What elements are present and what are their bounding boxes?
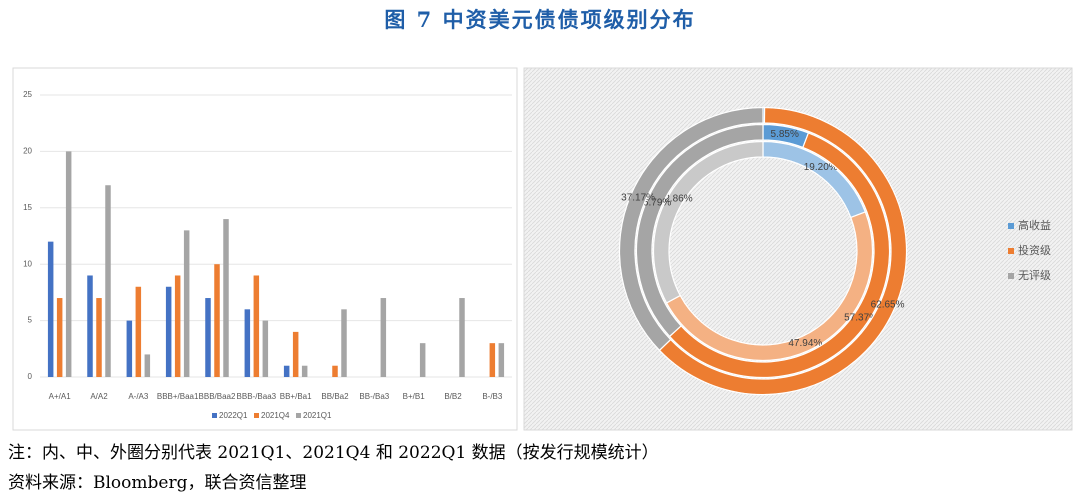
legend-label: 投资级 bbox=[1018, 243, 1051, 257]
bar bbox=[174, 275, 181, 377]
x-tick-label: BB-/Ba3 bbox=[359, 392, 389, 401]
bar bbox=[223, 219, 229, 377]
legend-label: 2021Q1 bbox=[303, 411, 332, 420]
x-tick-label: A+/A1 bbox=[49, 392, 72, 401]
data-label: 0.18% bbox=[750, 110, 778, 121]
bar bbox=[65, 151, 72, 377]
y-tick-label: 5 bbox=[28, 316, 33, 325]
data-label: 62.65% bbox=[871, 300, 905, 311]
bar bbox=[380, 298, 387, 377]
legend-label: 高收益 bbox=[1018, 218, 1051, 232]
doughnut-segment bbox=[635, 123, 764, 338]
data-label: 37.17% bbox=[621, 192, 655, 203]
legend-swatch bbox=[254, 413, 259, 418]
x-tick-label: BBB-/Baa3 bbox=[237, 392, 277, 401]
x-tick-label: B-/B3 bbox=[482, 392, 503, 401]
bar bbox=[144, 354, 151, 377]
doughnut-segment bbox=[652, 140, 764, 304]
x-tick-label: A/A2 bbox=[90, 392, 108, 401]
bar bbox=[262, 320, 269, 377]
bar bbox=[87, 275, 93, 377]
y-tick-label: 10 bbox=[23, 259, 32, 268]
y-tick-label: 0 bbox=[28, 372, 33, 381]
bar bbox=[126, 320, 133, 377]
charts: 0 5 10 15 20 25 A+/A1 A/A2 A-/A3 BBB+/Baa1 BBB/Baa… bbox=[12, 67, 1073, 431]
bar bbox=[459, 298, 465, 377]
bar bbox=[489, 343, 496, 377]
bar bbox=[56, 298, 63, 377]
figure-title: 图 7 中资美元债债项级别分布 bbox=[384, 7, 696, 32]
bar bbox=[292, 331, 299, 377]
legend-swatch bbox=[212, 413, 217, 418]
data-label: 19.20% bbox=[804, 162, 838, 173]
legend-label: 无评级 bbox=[1018, 269, 1051, 282]
legend-swatch bbox=[1008, 273, 1014, 279]
bar bbox=[341, 309, 347, 377]
legend-label: 2022Q1 bbox=[219, 411, 248, 420]
bar bbox=[214, 264, 220, 377]
bar bbox=[47, 241, 54, 377]
x-tick-label: BB/Ba2 bbox=[321, 392, 349, 401]
legend-swatch bbox=[1008, 248, 1014, 254]
x-tick-label: B+/B1 bbox=[403, 392, 426, 401]
legend-label: 2021Q4 bbox=[261, 411, 290, 420]
bar bbox=[283, 365, 290, 377]
bar bbox=[205, 298, 211, 377]
data-label: 32.86% bbox=[659, 193, 693, 204]
bar bbox=[419, 343, 426, 377]
note: 注：内、中、外圈分别代表 2021Q1、2021Q4 和 2022Q1 数据（按… bbox=[8, 443, 659, 463]
bar bbox=[183, 230, 190, 377]
data-label: 36.79% bbox=[637, 198, 671, 209]
doughnut-segment bbox=[618, 106, 764, 352]
data-label: 57.37% bbox=[844, 313, 878, 324]
y-tick-label: 20 bbox=[23, 147, 32, 156]
bar bbox=[253, 275, 260, 377]
data-label: 5.85% bbox=[771, 129, 799, 140]
data-label: 47.94% bbox=[788, 338, 822, 349]
y-tick-label: 15 bbox=[23, 203, 32, 212]
bar bbox=[165, 286, 172, 377]
y-tick-label: 25 bbox=[23, 90, 32, 99]
bar bbox=[301, 365, 308, 377]
x-tick-label: BBB+/Baa1 bbox=[157, 392, 199, 401]
legend-swatch bbox=[296, 413, 301, 418]
bar bbox=[332, 365, 338, 377]
bar bbox=[105, 185, 111, 377]
bar bbox=[96, 298, 102, 377]
legend-swatch bbox=[1008, 223, 1014, 229]
source: 资料来源：Bloomberg，联合资信整理 bbox=[8, 473, 307, 493]
bar bbox=[135, 286, 142, 377]
x-tick-label: BBB/Baa2 bbox=[199, 392, 236, 401]
x-tick-label: B/B2 bbox=[444, 392, 462, 401]
bar bbox=[244, 309, 251, 377]
bar bbox=[498, 343, 505, 377]
x-tick-label: A-/A3 bbox=[128, 392, 149, 401]
x-tick-label: BB+/Ba1 bbox=[280, 392, 312, 401]
